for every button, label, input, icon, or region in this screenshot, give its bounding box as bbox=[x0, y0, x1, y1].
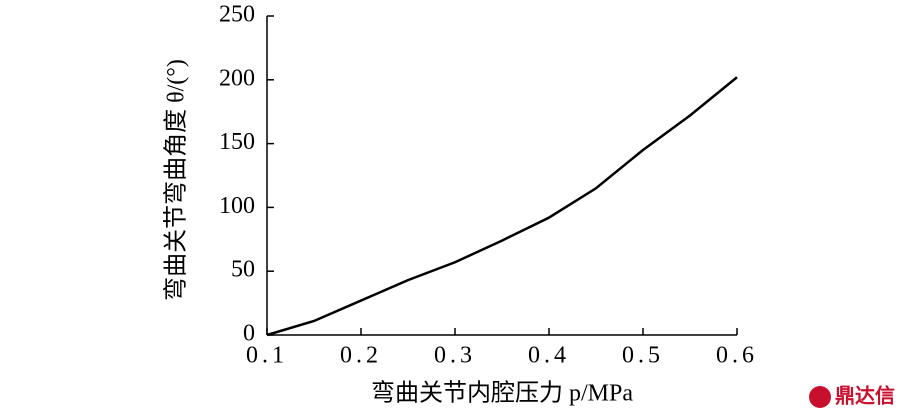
y-tick-label: 150 bbox=[219, 129, 255, 155]
y-tick-label: 100 bbox=[219, 193, 255, 219]
x-tick-label: 0.3 bbox=[434, 343, 476, 369]
x-tick-label: 0.4 bbox=[528, 343, 570, 369]
x-tick-label: 0.5 bbox=[622, 343, 664, 369]
x-tick-label: 0.6 bbox=[716, 343, 758, 369]
x-tick-label: 0.2 bbox=[340, 343, 382, 369]
watermark-logo bbox=[809, 386, 831, 408]
y-tick-label: 0 bbox=[243, 321, 255, 347]
x-axis-label: 弯曲关节内腔压力 p/MPa bbox=[371, 380, 633, 407]
y-tick-label: 50 bbox=[231, 257, 255, 283]
data-line bbox=[266, 76, 738, 337]
y-tick-label: 200 bbox=[219, 65, 255, 91]
x-tick-label: 0.1 bbox=[246, 343, 288, 369]
watermark: 鼎达信 bbox=[835, 384, 895, 408]
y-tick-label: 250 bbox=[219, 2, 255, 28]
y-axis-label: 弯曲关节弯曲角度 θ/(°) bbox=[163, 59, 190, 301]
